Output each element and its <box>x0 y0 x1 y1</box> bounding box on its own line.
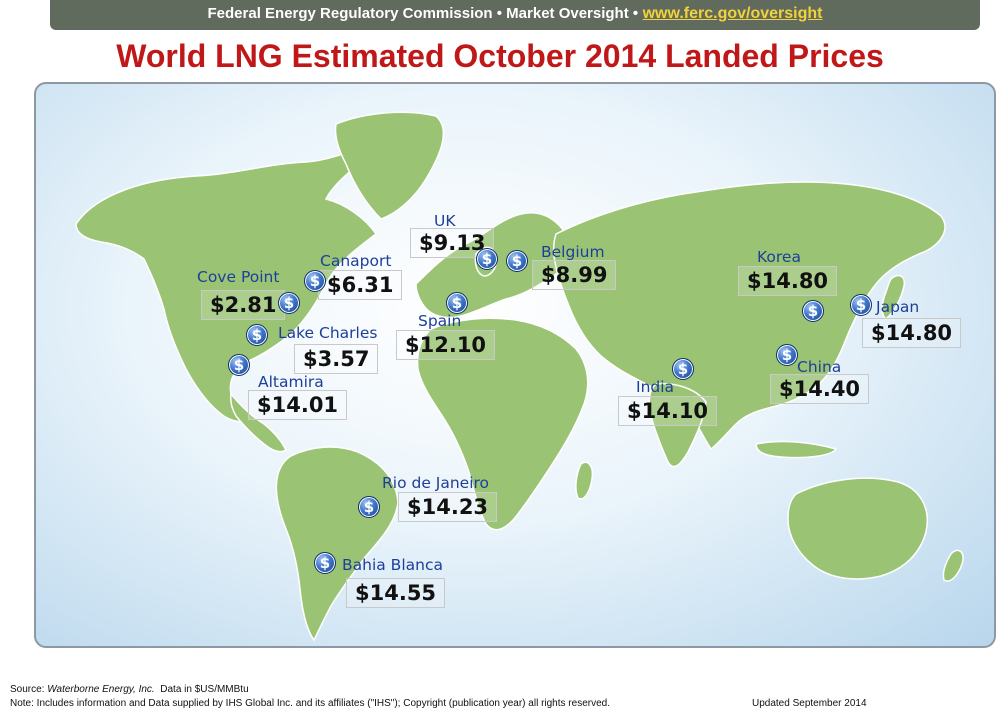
indonesia-landmass <box>755 440 838 459</box>
dollar-coin-icon[interactable]: $ <box>476 248 498 270</box>
new-zealand-landmass <box>942 549 964 582</box>
label-uk: UK <box>434 212 456 230</box>
footer-source: Source: Waterborne Energy, Inc. Data in … <box>10 684 249 695</box>
price-canaport: $6.31 <box>318 270 403 300</box>
price-cove-point: $2.81 <box>201 290 286 320</box>
central-america-landmass <box>230 392 287 453</box>
world-map-graphic <box>75 111 964 642</box>
price-altamira: $14.01 <box>248 390 348 420</box>
label-korea: Korea <box>757 248 801 266</box>
price-china: $14.40 <box>770 374 870 404</box>
header-bar: Federal Energy Regulatory Commission • M… <box>50 0 980 30</box>
dollar-coin-icon[interactable]: $ <box>246 324 268 346</box>
header-link[interactable]: www.ferc.gov/oversight <box>642 5 823 22</box>
label-lake-charles: Lake Charles <box>278 324 378 342</box>
dollar-coin-icon[interactable]: $ <box>358 496 380 518</box>
source-prefix: Source: <box>10 684 48 695</box>
price-lake-charles: $3.57 <box>294 344 379 374</box>
dollar-coin-icon[interactable]: $ <box>506 250 528 272</box>
dollar-coin-icon[interactable]: $ <box>672 358 694 380</box>
price-rio-de-janeiro: $14.23 <box>398 492 498 522</box>
dollar-coin-icon[interactable]: $ <box>802 300 824 322</box>
dollar-coin-icon[interactable]: $ <box>278 292 300 314</box>
dollar-coin-icon[interactable]: $ <box>446 292 468 314</box>
price-spain: $12.10 <box>396 330 496 360</box>
africa-landmass <box>416 317 589 531</box>
label-cove-point: Cove Point <box>197 268 280 286</box>
dollar-coin-icon[interactable]: $ <box>314 552 336 574</box>
madagascar-landmass <box>575 461 594 500</box>
asia-landmass <box>552 181 946 451</box>
header-text: Federal Energy Regulatory Commission • M… <box>207 5 639 22</box>
label-india: India <box>636 378 675 396</box>
south-america-landmass <box>275 446 399 642</box>
footer-note: Note: Includes information and Data supp… <box>10 698 610 709</box>
label-rio-de-janeiro: Rio de Janeiro <box>382 474 490 492</box>
label-spain: Spain <box>418 312 462 330</box>
greenland-landmass <box>334 111 445 220</box>
dollar-coin-icon[interactable]: $ <box>228 354 250 376</box>
label-altamira: Altamira <box>258 373 324 391</box>
dollar-coin-icon[interactable]: $ <box>304 270 326 292</box>
source-suffix: Data in $US/MMBtu <box>154 684 249 695</box>
japan-landmass <box>881 274 906 320</box>
price-india: $14.10 <box>618 396 718 426</box>
label-japan: Japan <box>876 298 920 316</box>
label-china: China <box>797 358 842 376</box>
label-canaport: Canaport <box>320 252 392 270</box>
footer-updated: Updated September 2014 <box>752 698 867 709</box>
page-title: World LNG Estimated October 2014 Landed … <box>116 38 884 74</box>
price-korea: $14.80 <box>738 266 838 296</box>
dollar-coin-icon[interactable]: $ <box>850 294 872 316</box>
australia-landmass <box>787 477 928 580</box>
price-japan: $14.80 <box>862 318 962 348</box>
world-map: Cove Point $2.81 $ Canaport $6.31 $ $ La… <box>34 82 996 648</box>
label-belgium: Belgium <box>541 243 605 261</box>
price-belgium: $8.99 <box>532 260 617 290</box>
label-bahia-blanca: Bahia Blanca <box>342 556 443 574</box>
north-america-landmass <box>75 135 397 423</box>
dollar-coin-icon[interactable]: $ <box>776 344 798 366</box>
price-bahia-blanca: $14.55 <box>346 578 446 608</box>
source-name: Waterborne Energy, Inc. <box>47 684 155 695</box>
